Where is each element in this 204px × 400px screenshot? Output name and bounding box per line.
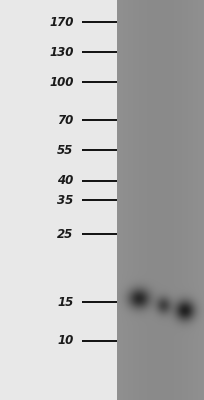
Text: 100: 100 bbox=[49, 76, 73, 88]
Text: 15: 15 bbox=[57, 296, 73, 308]
Text: 10: 10 bbox=[57, 334, 73, 347]
Text: 40: 40 bbox=[57, 174, 73, 187]
Text: 25: 25 bbox=[57, 228, 73, 240]
Text: 130: 130 bbox=[49, 46, 73, 58]
Text: 35: 35 bbox=[57, 194, 73, 206]
Text: 70: 70 bbox=[57, 114, 73, 126]
Text: 170: 170 bbox=[49, 16, 73, 28]
Text: 55: 55 bbox=[57, 144, 73, 156]
